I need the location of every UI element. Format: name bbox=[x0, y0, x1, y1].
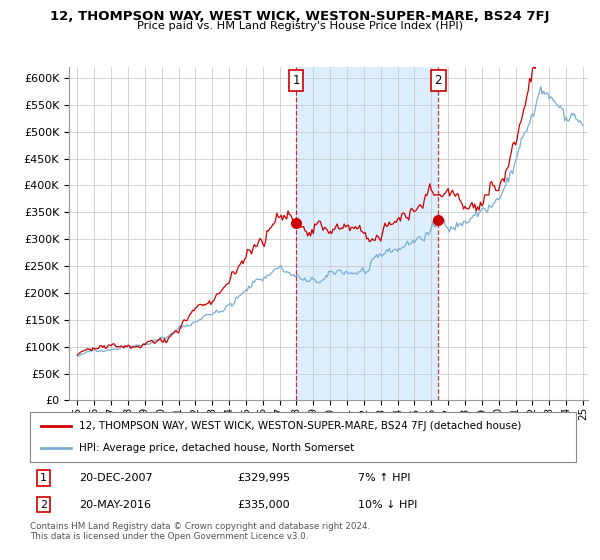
Text: HPI: Average price, detached house, North Somerset: HPI: Average price, detached house, Nort… bbox=[79, 444, 355, 454]
Text: 12, THOMPSON WAY, WEST WICK, WESTON-SUPER-MARE, BS24 7FJ: 12, THOMPSON WAY, WEST WICK, WESTON-SUPE… bbox=[50, 10, 550, 23]
Text: 1: 1 bbox=[292, 74, 300, 87]
Bar bbox=[296, 67, 439, 400]
Text: Contains HM Land Registry data © Crown copyright and database right 2024.
This d: Contains HM Land Registry data © Crown c… bbox=[30, 522, 370, 542]
Text: £329,995: £329,995 bbox=[238, 473, 290, 483]
Text: 2: 2 bbox=[434, 74, 442, 87]
Text: 12, THOMPSON WAY, WEST WICK, WESTON-SUPER-MARE, BS24 7FJ (detached house): 12, THOMPSON WAY, WEST WICK, WESTON-SUPE… bbox=[79, 421, 521, 431]
Text: Price paid vs. HM Land Registry's House Price Index (HPI): Price paid vs. HM Land Registry's House … bbox=[137, 21, 463, 31]
Text: 7% ↑ HPI: 7% ↑ HPI bbox=[358, 473, 410, 483]
FancyBboxPatch shape bbox=[30, 412, 576, 462]
Text: 10% ↓ HPI: 10% ↓ HPI bbox=[358, 500, 417, 510]
Text: 1: 1 bbox=[40, 473, 47, 483]
Text: £335,000: £335,000 bbox=[238, 500, 290, 510]
Text: 20-DEC-2007: 20-DEC-2007 bbox=[79, 473, 153, 483]
Text: 20-MAY-2016: 20-MAY-2016 bbox=[79, 500, 151, 510]
Text: 2: 2 bbox=[40, 500, 47, 510]
